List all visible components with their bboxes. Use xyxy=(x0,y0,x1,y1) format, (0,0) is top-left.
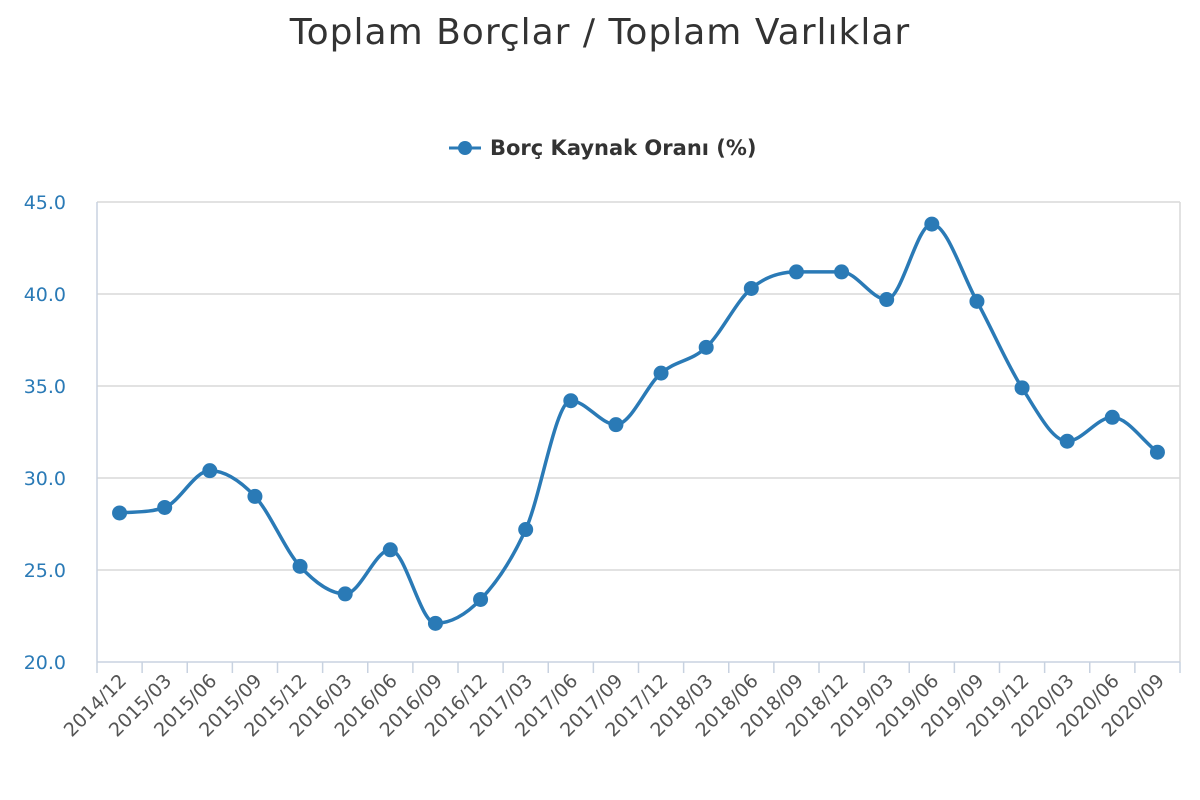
data-point-marker xyxy=(473,591,489,607)
y-tick-label: 35.0 xyxy=(24,376,66,398)
data-point-marker xyxy=(653,365,669,381)
data-point-marker xyxy=(879,292,895,308)
y-tick-label: 40.0 xyxy=(24,284,66,306)
data-point-marker xyxy=(518,522,534,538)
x-axis-ticks: 2014/122015/032015/062015/092015/122016/… xyxy=(60,662,1181,741)
data-point-marker xyxy=(1059,433,1075,449)
grid-lines xyxy=(97,201,1180,571)
data-point-marker xyxy=(834,264,850,280)
data-point-marker xyxy=(292,558,308,574)
data-point-marker xyxy=(698,339,714,355)
y-tick-label: 20.0 xyxy=(24,652,66,674)
data-point-marker xyxy=(788,264,804,280)
data-point-marker xyxy=(337,586,353,602)
series-borc-kaynak-orani xyxy=(112,216,1165,631)
series-line xyxy=(117,222,1160,626)
data-point-marker xyxy=(247,488,263,504)
y-tick-label: 30.0 xyxy=(24,468,66,490)
data-point-marker xyxy=(157,499,173,515)
data-point-marker xyxy=(382,542,398,558)
data-point-marker xyxy=(924,216,940,232)
data-point-marker xyxy=(1014,380,1030,396)
data-point-marker xyxy=(969,293,985,309)
data-point-marker xyxy=(202,463,218,479)
data-point-marker xyxy=(608,417,624,433)
data-point-marker xyxy=(743,280,759,296)
axes xyxy=(96,202,1181,663)
chart-title: Toplam Borçlar / Toplam Varlıklar xyxy=(289,12,911,53)
data-point-marker xyxy=(427,615,443,631)
y-tick-label: 45.0 xyxy=(24,192,66,214)
data-point-marker xyxy=(112,505,128,521)
data-point-marker xyxy=(563,393,579,409)
legend[interactable]: Borç Kaynak Oranı (%) xyxy=(449,136,757,160)
y-axis-ticks: 20.0 25.0 30.0 35.0 40.0 45.0 xyxy=(24,192,66,674)
data-point-marker xyxy=(1104,409,1120,425)
legend-marker-swatch xyxy=(458,141,472,155)
y-tick-label: 25.0 xyxy=(24,560,66,582)
data-point-marker xyxy=(1149,444,1165,460)
legend-label: Borç Kaynak Oranı (%) xyxy=(490,136,757,160)
